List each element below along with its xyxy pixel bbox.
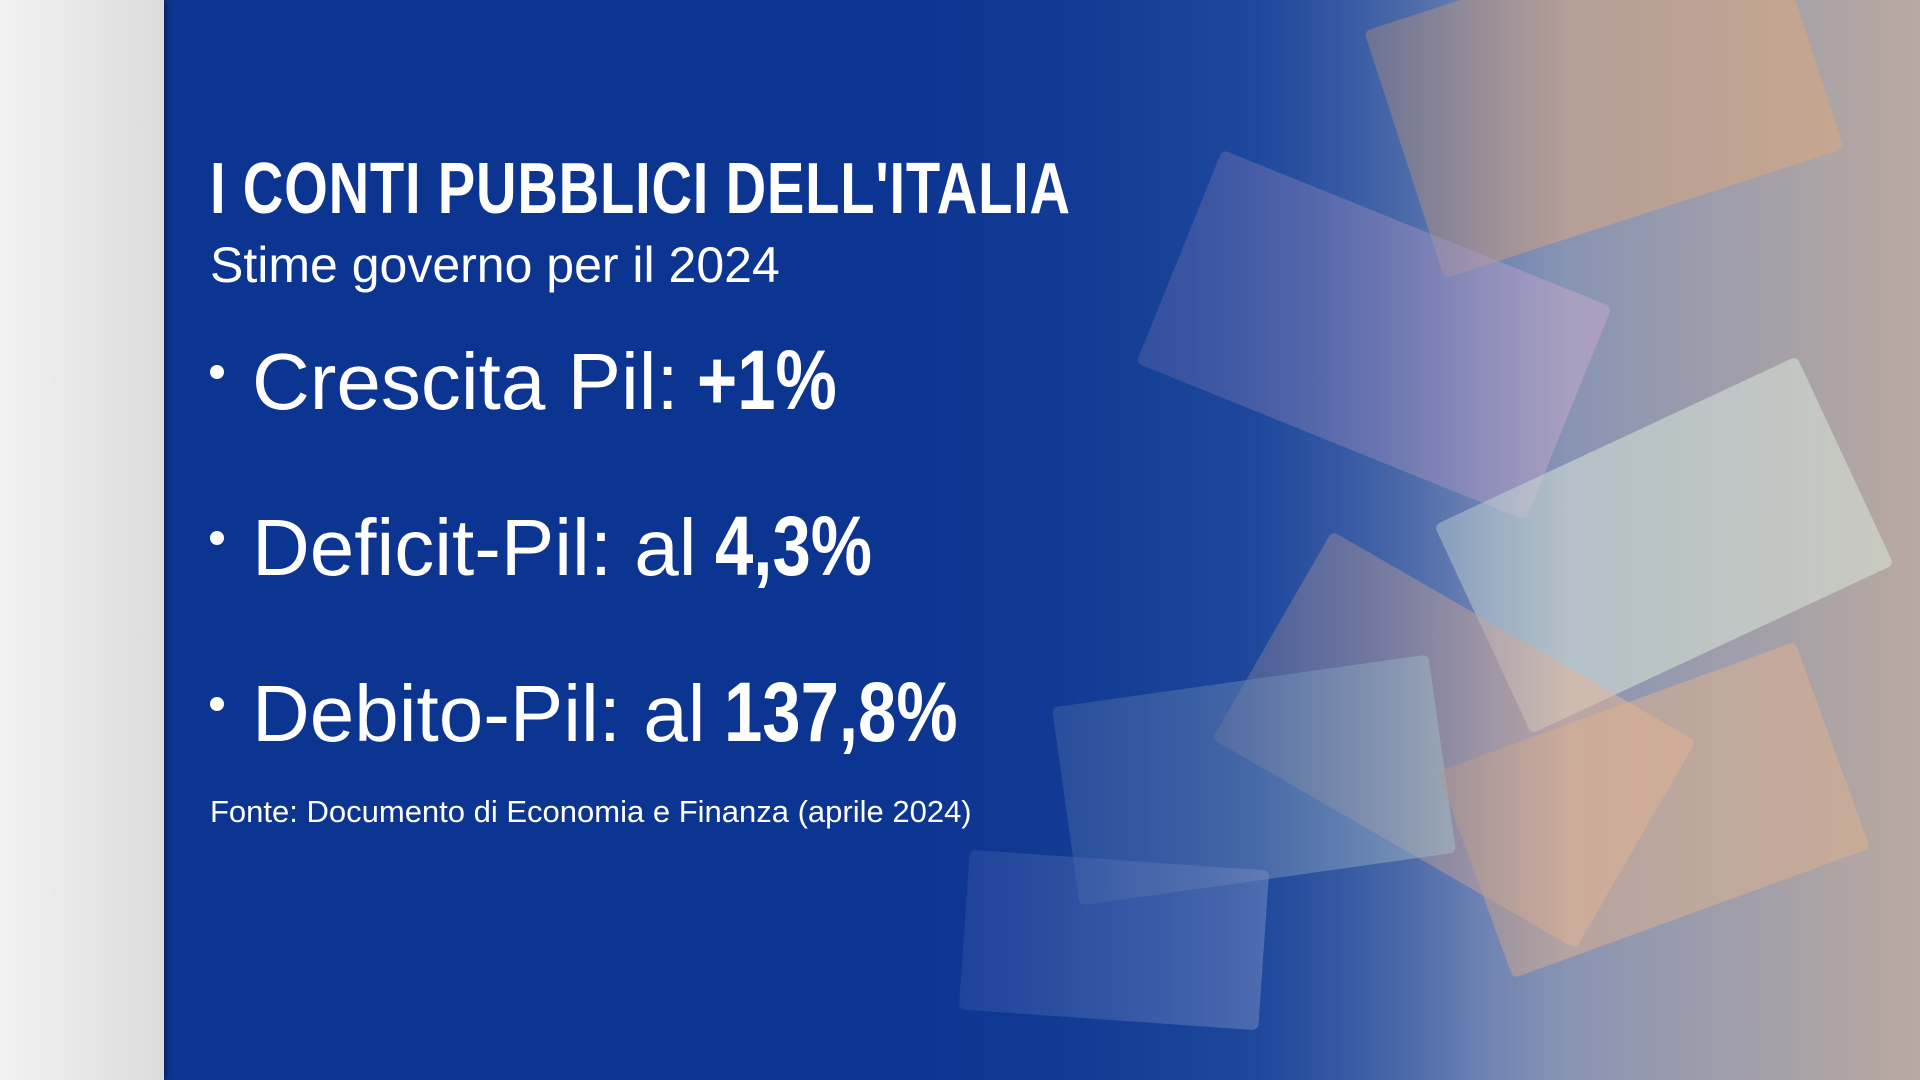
bullet-dot-icon bbox=[210, 365, 224, 379]
bullet-debt: Debito-Pil: al 137,8% bbox=[210, 664, 1008, 761]
blue-gradient-overlay bbox=[164, 0, 1920, 1080]
source-note: Fonte: Documento di Economia e Finanza (… bbox=[210, 794, 972, 829]
bullet-dot-icon bbox=[210, 531, 224, 545]
bullet-label: Deficit-Pil: al bbox=[252, 503, 697, 592]
left-side-panel bbox=[0, 0, 164, 1080]
bullet-label: Crescita Pil: bbox=[252, 337, 679, 426]
page-subtitle: Stime governo per il 2024 bbox=[210, 237, 780, 293]
bullet-growth: Crescita Pil: +1% bbox=[210, 332, 867, 429]
bullet-value: 137,8% bbox=[723, 665, 958, 759]
bullet-label: Debito-Pil: al bbox=[252, 669, 706, 758]
bullet-value: 4,3% bbox=[714, 499, 872, 593]
bullet-value: +1% bbox=[696, 333, 837, 427]
bullet-deficit: Deficit-Pil: al 4,3% bbox=[210, 498, 906, 595]
bullet-dot-icon bbox=[210, 697, 224, 711]
page-title: I CONTI PUBBLICI DELL'ITALIA bbox=[210, 149, 1071, 229]
